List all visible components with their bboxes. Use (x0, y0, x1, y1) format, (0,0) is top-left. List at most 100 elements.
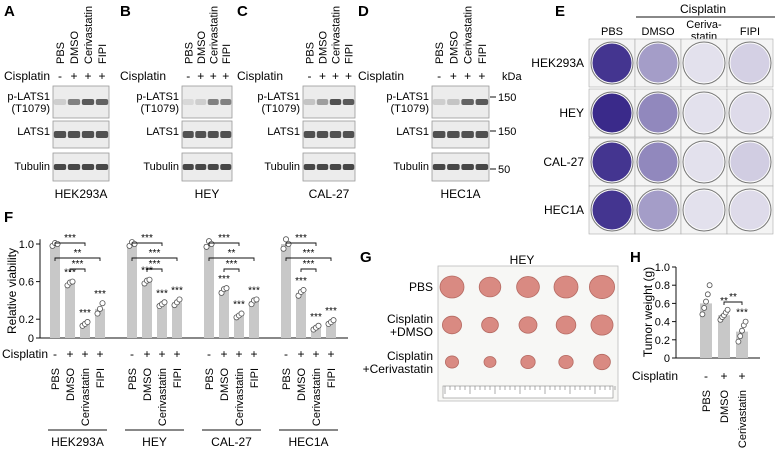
tumor-row-label: Cisplatin (387, 312, 433, 326)
plats1-label: p-LATS1 (136, 91, 179, 103)
treatment-sign: + (96, 347, 103, 361)
gel-band (207, 131, 219, 138)
gel-band (461, 164, 474, 170)
treatment-sign: - (58, 69, 62, 83)
bracket-label: *** (295, 233, 307, 244)
treatment-sign: + (312, 347, 319, 361)
gel-band (81, 164, 95, 170)
y-axis-title: Relative viability (5, 248, 19, 334)
category-label: Cerivastatin (234, 368, 246, 426)
comparison-bracket (208, 257, 255, 261)
gel-band (53, 99, 67, 105)
treatment-sign: + (332, 69, 339, 83)
cell-line-label: HEY (195, 187, 220, 201)
gel-band (475, 164, 489, 170)
bracket-label: *** (149, 248, 161, 259)
plats1-site-label: (T1079) (140, 103, 179, 115)
group-label: CAL-27 (211, 435, 252, 449)
bracket-label: *** (226, 259, 238, 270)
gel-band (195, 131, 207, 138)
data-point (701, 305, 708, 311)
tumor-photo-panel: HEYPBSCisplatin+DMSOCisplatin+Cerivastat… (363, 253, 619, 402)
weight-bar (718, 315, 730, 358)
treatment-sign: - (704, 369, 708, 383)
well (682, 41, 726, 85)
treatment-sign: + (478, 69, 485, 83)
treatment-sign: + (98, 69, 105, 83)
gel-band (432, 131, 446, 138)
bracket-label: *** (149, 259, 161, 270)
category-label: DMSO (296, 368, 308, 401)
viability-bar (326, 322, 336, 338)
y-tick-label: 0.2 (19, 314, 34, 326)
tubulin-label: Tubulin (393, 161, 429, 173)
well (728, 91, 772, 135)
panel-letter-b: B (120, 3, 131, 20)
group-label: HEC1A (288, 435, 328, 449)
treatment-sign: + (222, 69, 229, 83)
data-point (704, 291, 711, 298)
lane-label: Cerivastatin (208, 6, 220, 64)
kda-label: kDa (502, 71, 522, 83)
data-point (737, 333, 744, 340)
plats1-site-label: (T1079) (11, 103, 50, 115)
data-point (315, 322, 322, 329)
comparison-bracket (131, 242, 163, 246)
tumor (518, 316, 538, 334)
significance-mark: *** (233, 300, 245, 311)
treatment-sign: + (84, 69, 91, 83)
viability-bar (172, 302, 182, 338)
viability-bar (281, 244, 291, 338)
gel-band (220, 99, 232, 105)
y-tick-label: 0.8 (655, 280, 670, 292)
data-point (223, 285, 230, 292)
bracket-label: ** (74, 248, 82, 259)
tumor (478, 276, 502, 298)
gel-band (182, 164, 194, 170)
lane-label: PBS (183, 42, 195, 64)
gel-band (67, 99, 81, 105)
lane-label: PBS (434, 42, 446, 64)
significance-mark: *** (64, 268, 76, 279)
category-label: Cerivastatin (737, 390, 749, 448)
data-point (330, 317, 337, 324)
cell-line-label: HEK293A (55, 187, 108, 201)
data-point (161, 299, 168, 306)
gel-band (182, 99, 194, 105)
category-label: PBS (204, 368, 216, 390)
treatment-sign: - (207, 347, 211, 361)
gel-band (67, 164, 81, 170)
gel-band (53, 131, 67, 138)
cisplatin-label: Cisplatin (4, 69, 50, 83)
data-point (208, 240, 215, 247)
data-point (99, 300, 106, 307)
significance-mark: *** (79, 308, 91, 319)
significance-mark: *** (248, 285, 260, 296)
row-label: CAL-27 (543, 155, 584, 169)
viability-bar (65, 283, 75, 338)
gel-band (447, 131, 460, 138)
data-point (703, 298, 709, 305)
column-label: Ceriva- (686, 19, 722, 31)
comparison-bracket (54, 257, 101, 261)
tumor (439, 275, 465, 299)
treatment-sign: + (720, 369, 727, 383)
gel-band (195, 164, 207, 170)
plats1-label: p-LATS1 (386, 91, 429, 103)
data-point (69, 278, 76, 285)
column-label: DMSO (642, 26, 675, 38)
treatment-sign: + (81, 347, 88, 361)
data-point (94, 310, 101, 317)
lane-label: PBS (55, 42, 67, 64)
gel-band (475, 131, 489, 138)
gel-band (461, 99, 474, 105)
tumor (553, 275, 579, 299)
gel-band (182, 131, 194, 138)
category-label: PBS (50, 368, 62, 390)
colony-header: Cisplatin (680, 2, 726, 16)
group-label: HEK293A (51, 435, 104, 449)
data-point (131, 240, 138, 247)
plats1-label: p-LATS1 (257, 91, 300, 103)
gel-band (316, 131, 329, 138)
